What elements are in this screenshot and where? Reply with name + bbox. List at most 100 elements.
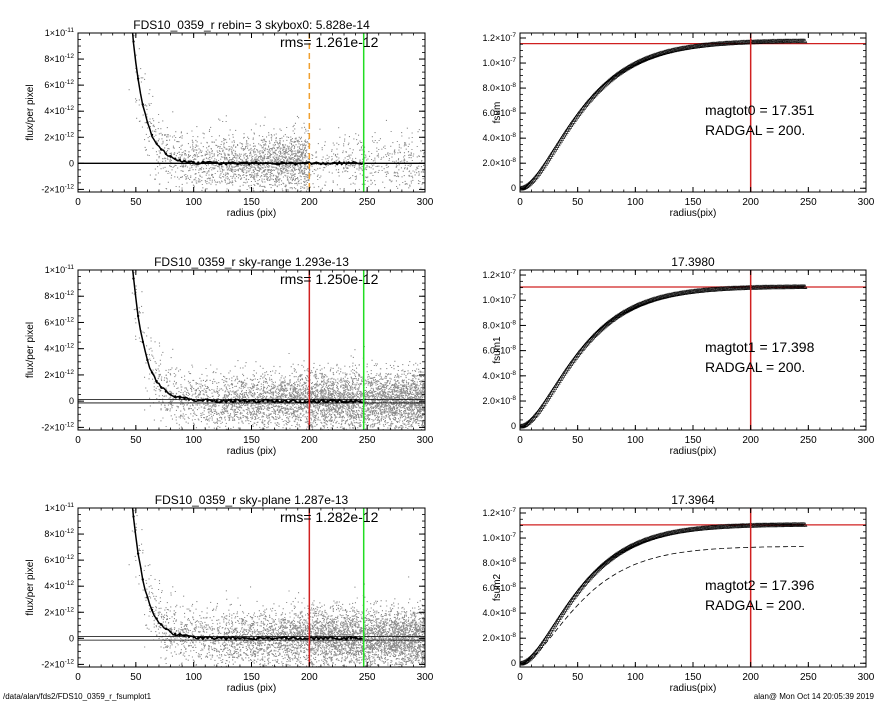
profile-marker [155, 142, 158, 145]
y-axis-label: fsum1 [492, 336, 503, 364]
profile-marker [271, 637, 274, 640]
profile-marker [192, 398, 195, 402]
x-tick-label: 250 [800, 197, 817, 208]
profile-marker [247, 637, 251, 640]
profile-marker [187, 160, 191, 163]
profile-marker [178, 158, 181, 162]
profile-marker [340, 162, 343, 165]
profile-marker [322, 162, 325, 165]
profile-marker [280, 162, 283, 165]
profile-marker [312, 637, 316, 640]
profile-marker [359, 637, 362, 640]
y-tick-label: 2.0×10-8 [482, 395, 516, 406]
profile-marker [271, 399, 274, 403]
profile-marker [234, 162, 237, 165]
chart-right-3: 0 50 100 150 200 250 300 radius(pix) 0 2.0×10-8 4.… [482, 493, 874, 694]
y-tick-label: 8.0×10-8 [482, 319, 516, 330]
profile-marker [132, 40, 135, 43]
profile-marker [197, 636, 200, 639]
profile-marker [169, 393, 172, 396]
y-tick-label: 1.2×10-7 [482, 32, 516, 43]
x-tick-label: 50 [572, 672, 584, 683]
profile-marker [303, 399, 306, 403]
profile-marker [312, 399, 316, 403]
x-axis: 0 50 100 150 200 250 300 radius (pix) [75, 33, 434, 219]
x-tick-label: 100 [627, 672, 644, 683]
profile-marker [187, 398, 191, 401]
profile-marker [206, 636, 209, 640]
y-tick-label: 1×10-11 [45, 264, 75, 275]
profile-marker [247, 162, 251, 165]
profile-marker [183, 159, 186, 163]
pixel-scatter-points [131, 272, 425, 430]
profile-marker [322, 399, 325, 403]
chart-annotation: magtot1 = 17.398 [705, 339, 815, 355]
y-tick-label: 2×10-12 [44, 131, 74, 142]
chart-title: FDS10_0359_r rebin= 3 skybox0: 5.828e-14 [133, 18, 370, 32]
x-tick-label: 50 [130, 672, 142, 683]
y-tick-label: 4×10-12 [44, 105, 74, 116]
profile-marker [331, 637, 334, 640]
y-tick-label: 4×10-12 [44, 580, 74, 591]
x-tick-label: 250 [359, 672, 376, 683]
y-tick-label: -2×10-12 [41, 658, 74, 669]
footer-path: /data/alan/fds2/FDS10_0359_r_fsumplot1 [3, 692, 152, 701]
chart-annotation: magtot0 = 17.351 [705, 102, 815, 118]
x-axis-label: radius (pix) [227, 446, 276, 457]
profile-marker [234, 637, 237, 640]
x-axis: 0 50 100 150 200 250 300 radius (pix) [75, 508, 434, 694]
chart-annotation: RADGAL = 200. [705, 359, 805, 375]
x-axis-label: radius (pix) [227, 683, 276, 694]
x-tick-label: 0 [517, 435, 523, 446]
profile-marker [345, 637, 348, 640]
profile-marker [141, 103, 144, 106]
x-tick-label: 0 [75, 435, 81, 446]
profile-marker [146, 121, 149, 124]
x-tick-label: 50 [572, 197, 584, 208]
y-tick-label: 0 [511, 658, 516, 668]
x-tick-label: 100 [627, 197, 644, 208]
x-tick-label: 150 [243, 672, 260, 683]
profile-marker [326, 637, 330, 640]
profile-marker [303, 162, 306, 165]
x-axis: 0 50 100 150 200 250 300 radius (pix) [75, 270, 434, 457]
plot-area [78, 462, 425, 667]
profile-marker [215, 399, 218, 403]
chart-annotation: RADGAL = 200. [705, 597, 805, 613]
y-tick-label: 6.0×10-8 [482, 107, 516, 118]
profile-marker [229, 162, 232, 165]
profile-marker [210, 636, 214, 640]
profile-marker [294, 637, 297, 640]
y-tick-label: 1.0×10-7 [482, 532, 516, 543]
pixel-scatter-points [128, 509, 425, 667]
profile-marker [257, 637, 260, 640]
profile-marker [252, 162, 256, 165]
profile-marker [141, 578, 144, 581]
profile-marker [136, 552, 140, 555]
profile-marker [136, 314, 140, 318]
profile-marker [359, 162, 362, 165]
profile-marker [128, 462, 130, 464]
profile-marker [215, 636, 218, 640]
chart-annotation: rms= 1.282e-12 [280, 509, 379, 525]
profile-marker [192, 161, 195, 164]
x-tick-label: 200 [742, 435, 759, 446]
profile-marker [206, 161, 209, 165]
y-tick-label: 4.0×10-8 [482, 132, 516, 143]
growth-curve-markers [520, 521, 808, 666]
chart-right-1: 0 50 100 150 200 250 300 radius(pix) 0 2.0×10-8 4.… [482, 32, 874, 219]
x-tick-label: 250 [800, 672, 817, 683]
chart-title: FDS10_0359_r sky-range 1.293e-13 [154, 255, 349, 269]
y-tick-label: 8×10-12 [44, 528, 74, 539]
profile-marker [354, 162, 357, 165]
profile-marker [150, 608, 154, 612]
x-tick-label: 300 [858, 197, 875, 208]
plot-area [520, 508, 866, 667]
profile-marker [215, 161, 218, 165]
plot-area [78, 270, 425, 430]
x-tick-label: 300 [417, 197, 434, 208]
x-tick-label: 300 [417, 435, 434, 446]
y-tick-label: 2×10-12 [44, 606, 74, 617]
